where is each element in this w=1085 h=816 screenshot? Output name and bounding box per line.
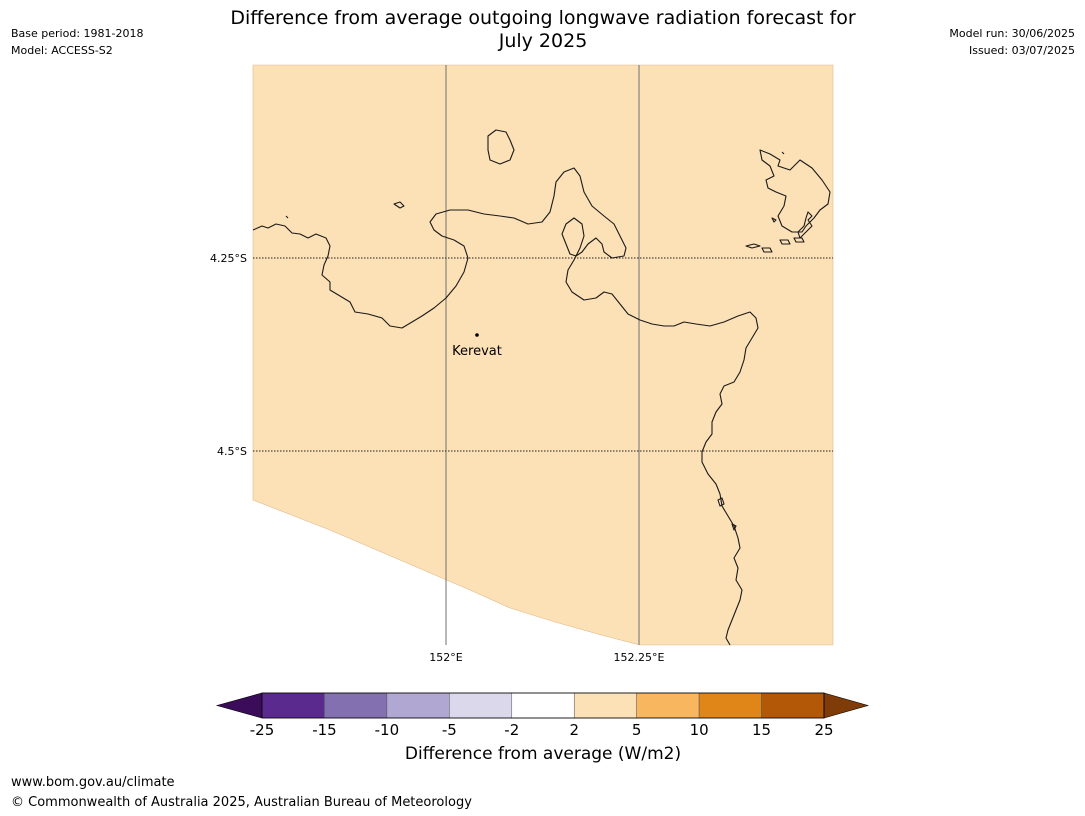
colorbar-segment — [386, 692, 450, 719]
colorbar-tick-label: 15 — [752, 721, 771, 739]
issued-text: Issued: 03/07/2025 — [968, 44, 1075, 57]
lon-label-152: 152°E — [429, 651, 462, 664]
colorbar-title: Difference from average (W/m2) — [404, 744, 682, 764]
colorbar-segment — [511, 692, 575, 719]
colorbar-extend-high — [823, 692, 870, 719]
colorbar-extend-low — [215, 692, 263, 719]
kerevat-label: Kerevat — [452, 344, 502, 359]
footer-copyright: © Commonwealth of Australia 2025, Austra… — [11, 795, 472, 810]
meta-right: Model run: 30/06/2025 Issued: 03/07/2025 — [949, 25, 1075, 59]
forecast-fill-area — [252, 64, 834, 646]
colorbar-tick-label: -5 — [442, 721, 457, 739]
lat-label-4-5: 4.5°S — [217, 445, 247, 458]
lon-label-152-25: 152.25°E — [614, 651, 665, 664]
coastline — [252, 129, 831, 646]
colorbar-tick-label: -25 — [250, 721, 275, 739]
colorbar-tick-label: -2 — [504, 721, 519, 739]
colorbar-segment — [449, 692, 513, 719]
colorbar-tick-label: 25 — [814, 721, 833, 739]
colorbar-segment — [573, 692, 637, 719]
model-run-text: Model run: 30/06/2025 — [949, 27, 1075, 40]
colorbar: -25 -15 -10 -5 -2 2 5 10 15 25 — [215, 692, 870, 739]
colorbar-segment — [261, 692, 325, 719]
colorbar-tick-label: 10 — [690, 721, 709, 739]
colorbar-outline — [261, 692, 825, 719]
colorbar-segment — [761, 692, 825, 719]
lat-label-4-25: 4.25°S — [210, 252, 247, 265]
base-period-text: Base period: 1981-2018 — [11, 27, 144, 40]
colorbar-tick-label: 2 — [569, 721, 579, 739]
colorbar-segment — [636, 692, 700, 719]
model-text: Model: ACCESS-S2 — [11, 44, 113, 57]
map-title: Difference from average outgoing longwav… — [193, 7, 893, 53]
colorbar-segment — [324, 692, 388, 719]
map-area: Kerevat — [252, 64, 834, 646]
title-line-2: July 2025 — [498, 30, 588, 52]
colorbar-tick-label: 5 — [632, 721, 642, 739]
kerevat-marker — [475, 333, 479, 337]
colorbar-tick-label: -10 — [375, 721, 400, 739]
title-line-1: Difference from average outgoing longwav… — [230, 7, 856, 29]
meta-left: Base period: 1981-2018 Model: ACCESS-S2 — [11, 25, 143, 59]
colorbar-segment — [698, 692, 762, 719]
footer-url: www.bom.gov.au/climate — [11, 775, 175, 790]
colorbar-tick-label: -15 — [312, 721, 337, 739]
